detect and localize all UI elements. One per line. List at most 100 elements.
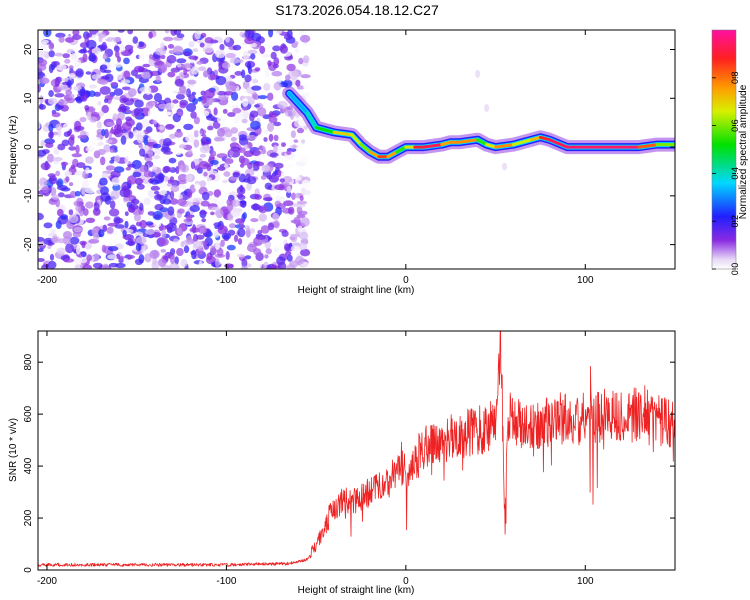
spectrogram-noise-cell bbox=[136, 122, 143, 131]
spectrogram-noise-cell bbox=[299, 195, 304, 201]
spectrogram-noise-cell bbox=[214, 258, 220, 268]
spectrogram-noise-cell bbox=[55, 170, 61, 177]
spectrogram-noise-cell bbox=[55, 198, 60, 208]
spectrogram-noise-cell bbox=[263, 137, 268, 142]
spectrogram-noise-cell bbox=[217, 225, 228, 235]
spectrogram-noise-cell bbox=[107, 132, 112, 139]
spectrogram-noise-cell bbox=[282, 79, 293, 88]
spectrogram-noise-cell bbox=[162, 198, 172, 205]
spectrogram-noise-cell bbox=[106, 250, 114, 255]
spectrogram-noise-cell bbox=[191, 249, 197, 260]
spectrogram-noise-cell bbox=[194, 183, 201, 191]
spectrogram-noise-cell bbox=[102, 53, 108, 60]
spectrogram-noise-cell bbox=[267, 60, 272, 67]
spectrogram-noise-cell bbox=[253, 248, 262, 256]
spectrogram-noise-cell bbox=[105, 139, 113, 144]
snr-y-tick-label: 200 bbox=[23, 509, 34, 526]
spectrogram-noise-cell bbox=[116, 74, 123, 80]
snr-x-tick-label: 0 bbox=[403, 576, 409, 587]
spectrogram-noise-cell bbox=[219, 43, 225, 51]
spectrogram-noise-cell bbox=[43, 222, 53, 229]
spectrogram-noise-cell bbox=[163, 150, 173, 155]
spectrogram-noise-cell bbox=[226, 244, 236, 251]
spectrogram-noise-cell bbox=[160, 54, 166, 60]
spectrogram-noise-cell bbox=[127, 163, 136, 168]
spectrogram-noise-cell bbox=[120, 135, 127, 145]
spectrogram-ridge-segment bbox=[494, 143, 515, 149]
spectrogram-ridge-segment bbox=[332, 130, 354, 137]
spectrogram-noise-cell bbox=[259, 45, 266, 55]
spectrogram-noise-cell bbox=[230, 146, 241, 152]
spectrogram-noise-cell bbox=[82, 179, 90, 188]
spectrogram-ridge-segment bbox=[637, 143, 659, 149]
spectrogram-noise-cell bbox=[76, 162, 86, 169]
spectrogram-noise-cell bbox=[199, 153, 207, 158]
spectrogram-noise-cell bbox=[206, 177, 212, 182]
spectrogram-noise-cell bbox=[193, 197, 203, 203]
snr-x-ticks: -200 -100 0 100 bbox=[37, 331, 594, 587]
spectrogram-noise-cell bbox=[69, 236, 80, 245]
spectrogram-noise-cell bbox=[258, 213, 267, 222]
spectrogram-noise-cell bbox=[229, 223, 236, 229]
spectrogram-noise-cell bbox=[165, 123, 175, 130]
spectrogram-noise-cell bbox=[109, 147, 116, 153]
spectrogram-noise-cell bbox=[268, 174, 280, 183]
spectrogram-noise-cell bbox=[167, 44, 175, 49]
spectrogram-noise-cell bbox=[84, 186, 96, 194]
spectrogram-noise-cell bbox=[204, 37, 214, 44]
spectrogram-noise-cell bbox=[267, 122, 275, 132]
spectrogram-noise-cell bbox=[237, 59, 244, 63]
spectrogram-noise-cell bbox=[274, 184, 285, 191]
spectrogram-noise-cell bbox=[256, 107, 267, 117]
spectrogram-noise-cell bbox=[247, 49, 258, 55]
spectrogram-noise-cell bbox=[167, 206, 175, 216]
spectrogram-ridge-segment bbox=[305, 111, 318, 130]
spectrogram-noise-cell bbox=[175, 166, 180, 174]
spectrogram-noise-cell bbox=[148, 54, 154, 60]
spectrogram-noise-cell bbox=[88, 90, 96, 97]
spectrogram-noise-cell bbox=[273, 144, 278, 153]
spectrogram-noise-cell bbox=[192, 98, 199, 105]
spectrogram-noise-cell bbox=[124, 211, 129, 217]
spectrogram-noise-cell bbox=[273, 121, 282, 127]
spectrogram-noise-cell bbox=[56, 208, 64, 217]
spectrogram-noise-cell bbox=[154, 203, 164, 211]
spectrogram-noise-cell bbox=[172, 99, 179, 104]
spectrogram-noise-cell bbox=[286, 150, 292, 156]
spectrogram-noise-cell bbox=[202, 46, 214, 53]
spectrogram-noise-cell bbox=[243, 150, 254, 157]
spectrogram-noise-cell bbox=[153, 220, 162, 228]
colorbar-tick-label: 0.8 bbox=[730, 72, 740, 85]
spectrogram-noise-cell bbox=[93, 253, 100, 262]
spectrogram-noise-cell bbox=[230, 136, 237, 142]
spectrogram-noise-cell bbox=[200, 32, 207, 38]
spectrogram-noise-cell bbox=[203, 70, 209, 78]
spectrogram-noise-cell bbox=[299, 30, 306, 36]
spectrogram-noise-cell bbox=[74, 264, 82, 269]
spectrogram-noise-cell bbox=[251, 77, 258, 85]
spectrogram-noise-cell bbox=[196, 60, 204, 65]
spectrogram-noise-cell bbox=[101, 105, 109, 114]
spectrogram-noise-cell bbox=[246, 134, 257, 140]
spectrogram-noise-cell bbox=[112, 113, 119, 121]
spectrogram-noise-cell bbox=[254, 194, 262, 200]
spectrogram-noise-cell bbox=[260, 149, 267, 155]
spectrogram-noise-cell bbox=[74, 171, 83, 176]
spectrogram-noise-cell bbox=[138, 142, 143, 149]
spectrogram-y-ticks: -20 -10 0 10 20 bbox=[23, 44, 675, 252]
spectrogram-noise-cell bbox=[162, 111, 172, 116]
spectrogram-noise-cell bbox=[186, 191, 193, 199]
spectrogram-noise-cell bbox=[226, 85, 237, 93]
spectrogram-noise-cell bbox=[238, 137, 249, 146]
spectrogram-noise-cell bbox=[38, 104, 47, 110]
spectrogram-noise-cell bbox=[216, 90, 227, 96]
spectrogram-noise-cell bbox=[151, 260, 160, 269]
spectrogram-noise-cell bbox=[38, 120, 41, 130]
snr-line bbox=[38, 331, 675, 567]
spectrogram-x-tick-label: 100 bbox=[577, 275, 594, 286]
spectrogram-noise-cell bbox=[236, 186, 246, 195]
spectrogram-noise-cell bbox=[232, 171, 240, 176]
spectrogram-noise-cell bbox=[124, 44, 134, 51]
spectrogram-noise-cell bbox=[164, 30, 170, 34]
spectrogram-noise-cell bbox=[174, 130, 183, 138]
